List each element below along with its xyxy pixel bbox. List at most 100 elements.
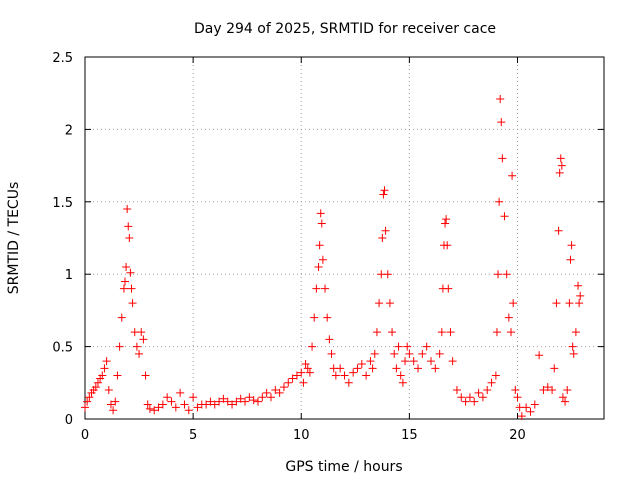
data-point [522,403,531,412]
data-point [561,397,570,406]
chart-title: Day 294 of 2025, SRMTID for receiver cac… [194,21,496,37]
data-point [241,397,250,406]
data-point [171,403,180,412]
data-point [323,313,332,322]
x-tick-label: 5 [189,428,197,443]
data-point [254,397,262,406]
data-point [568,342,577,351]
data-point [344,378,353,387]
data-point [318,255,327,264]
y-tick-label: 2 [65,123,73,138]
data-point [496,94,505,103]
data-point [498,154,507,163]
data-point [392,364,401,373]
data-point [301,359,310,368]
data-point [336,364,345,373]
data-point [461,397,470,406]
data-point [245,393,254,402]
data-point [556,154,565,163]
data-point [495,197,504,206]
data-point [526,407,535,416]
data-point [331,371,340,380]
data-point [446,328,455,337]
data-point [266,393,275,402]
data-point [507,328,516,337]
x-tick-label: 20 [509,428,526,443]
data-point [372,328,381,337]
data-point [215,397,224,406]
data-point [550,364,559,373]
data-point [106,400,115,409]
data-point [554,226,563,235]
data-point [422,342,431,351]
data-point [465,393,474,402]
data-point [305,368,314,377]
data-point [388,328,397,337]
data-point [184,406,193,415]
data-point [137,328,146,337]
data-point [279,383,288,392]
data-point [288,374,297,383]
data-point [370,349,379,358]
data-point [236,394,245,403]
data-point [189,393,198,402]
data-point [535,351,544,360]
data-point [219,394,228,403]
data-point [557,161,566,170]
data-point [405,349,414,358]
data-point [303,364,312,373]
data-point [511,386,520,395]
grid-lines [85,57,604,419]
data-point [441,219,450,228]
data-point [102,357,111,366]
data-point [115,342,124,351]
data-point [452,386,461,395]
data-point [497,118,506,127]
data-point [122,262,131,271]
data-point [315,241,324,250]
data-point [85,393,94,402]
data-point [325,335,334,344]
data-point [513,393,522,402]
x-tick-label: 0 [81,428,89,443]
data-point [111,397,120,406]
data-point [321,284,330,293]
y-axis-label: SRMTID / TECUs [6,182,22,295]
data-point [362,371,371,380]
data-point [262,388,271,397]
data-point [139,335,148,344]
data-point [491,371,500,380]
data-point [394,342,403,351]
data-point [180,400,189,409]
data-point [427,357,435,366]
data-point [132,342,141,351]
data-point [232,397,241,406]
data-point [555,168,564,177]
data-point [443,241,452,250]
data-point [574,281,583,290]
data-point [357,359,366,368]
data-point [202,400,211,409]
data-point [401,357,410,366]
data-point [91,383,100,392]
data-point [121,277,130,286]
data-point [193,403,202,412]
data-marks [81,94,585,421]
data-point [575,299,584,308]
data-point [223,397,232,406]
data-point [418,349,427,358]
data-point [474,388,483,397]
data-point [457,393,466,402]
data-point [571,328,580,337]
data-point [314,262,323,271]
data-point [565,299,574,308]
data-point [444,284,453,293]
data-point [98,371,107,380]
axis-ticks: 0 5 10 15 20 0 0.5 1 1.5 2 2.5 [52,51,604,443]
data-point [126,268,135,277]
data-point [154,403,163,412]
data-point [414,364,423,373]
data-point [93,378,102,387]
data-point [366,357,375,366]
